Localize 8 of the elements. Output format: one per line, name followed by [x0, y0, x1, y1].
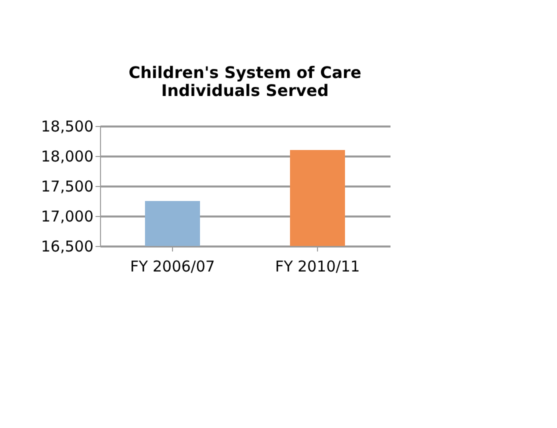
y-tick-label: 17,000: [41, 208, 94, 226]
y-tick-label: 18,000: [41, 148, 94, 166]
x-tick-label: FY 2010/11: [275, 258, 360, 276]
y-tick-label: 16,500: [41, 238, 94, 256]
y-tick-label: 18,500: [41, 118, 94, 136]
y-tick-label: 17,500: [41, 178, 94, 196]
x-tick-label: FY 2006/07: [130, 258, 215, 276]
chart-title: Children's System of Care Individuals Served: [128, 63, 362, 100]
